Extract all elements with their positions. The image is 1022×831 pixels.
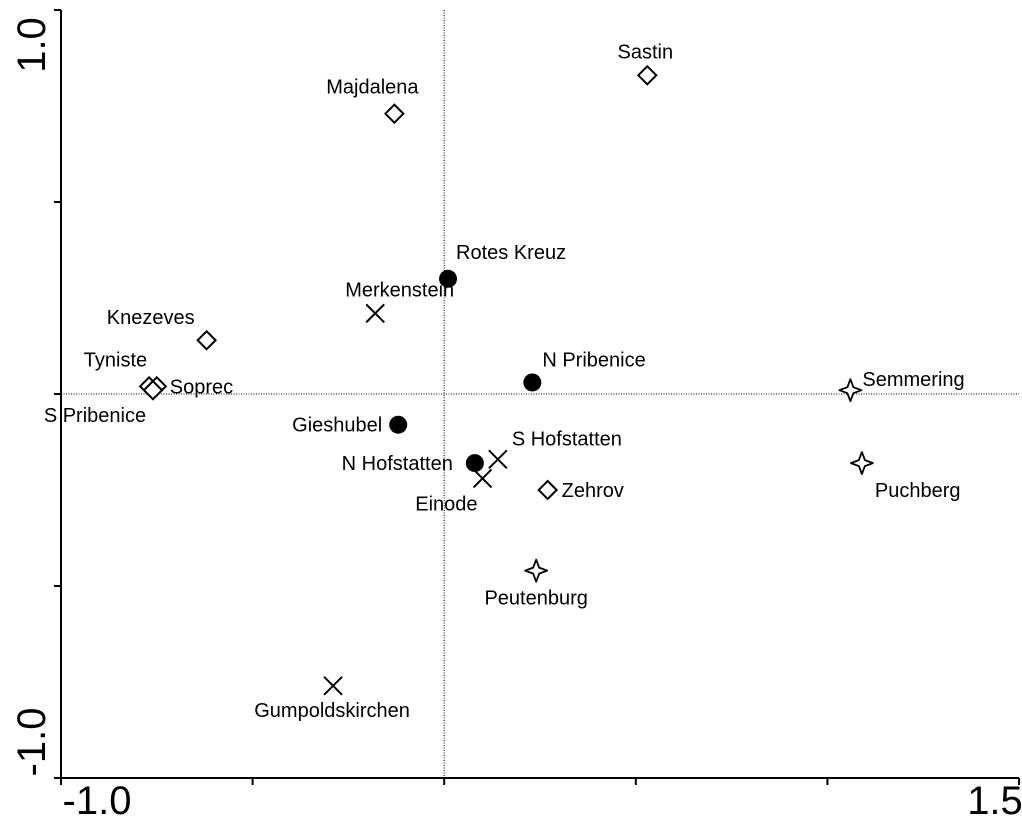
point-label-n-pribenice: N Pribenice bbox=[542, 349, 645, 371]
point-knezeves bbox=[196, 329, 218, 351]
point-label-knezeves: Knezeves bbox=[107, 307, 195, 329]
axis-tick-labels: -1.0 1.5 1.0 -1.0 bbox=[10, 17, 1022, 823]
point-label-merkenstein: Merkenstein bbox=[345, 279, 454, 301]
point-labels: Rotes Kreuz N Pribenice Gieshubel N Hofstat… bbox=[44, 41, 965, 722]
point-label-semmering: Semmering bbox=[862, 369, 964, 391]
point-label-einode: Einode bbox=[415, 493, 477, 515]
point-einode bbox=[472, 468, 493, 489]
point-label-sastin: Sastin bbox=[617, 41, 673, 63]
point-sastin bbox=[636, 64, 658, 86]
point-label-tyniste: Tyniste bbox=[84, 349, 147, 371]
point-label-peutenburg: Peutenburg bbox=[484, 588, 587, 610]
point-gumpoldskirchen bbox=[323, 676, 343, 696]
axis-ticks bbox=[54, 9, 1020, 785]
point-label-s-pribenice: S Pribenice bbox=[44, 405, 146, 427]
point-label-rotes-kreuz: Rotes Kreuz bbox=[456, 242, 566, 264]
point-merkenstein bbox=[365, 303, 385, 324]
point-s-pribenice bbox=[142, 379, 164, 401]
point-label-majdalena: Majdalena bbox=[326, 77, 419, 99]
point-label-n-hofstatten: N Hofstatten bbox=[342, 453, 453, 475]
y-tick-label-min: -1.0 bbox=[10, 708, 54, 777]
point-majdalena bbox=[383, 103, 405, 125]
x-tick-label-min: -1.0 bbox=[63, 779, 132, 823]
point-puchberg bbox=[849, 451, 874, 476]
point-s-hofstatten bbox=[488, 449, 508, 469]
point-label-gieshubel: Gieshubel bbox=[292, 415, 382, 437]
data-points bbox=[138, 64, 874, 696]
point-label-s-hofstatten: S Hofstatten bbox=[512, 428, 622, 450]
point-label-gumpoldskirchen: Gumpoldskirchen bbox=[254, 700, 410, 722]
point-peutenburg bbox=[524, 558, 549, 583]
point-gieshubel bbox=[389, 415, 408, 434]
point-label-puchberg: Puchberg bbox=[875, 480, 961, 502]
point-label-soprec: Soprec bbox=[170, 376, 233, 398]
point-label-zehrov: Zehrov bbox=[562, 480, 624, 502]
x-tick-label-max: 1.5 bbox=[967, 779, 1022, 823]
point-zehrov bbox=[537, 479, 559, 501]
point-semmering bbox=[838, 378, 863, 403]
point-rotes-kreuz bbox=[439, 269, 458, 288]
point-n-hofstatten bbox=[465, 454, 484, 473]
point-n-pribenice bbox=[523, 373, 542, 392]
y-tick-label-max: 1.0 bbox=[10, 17, 54, 73]
